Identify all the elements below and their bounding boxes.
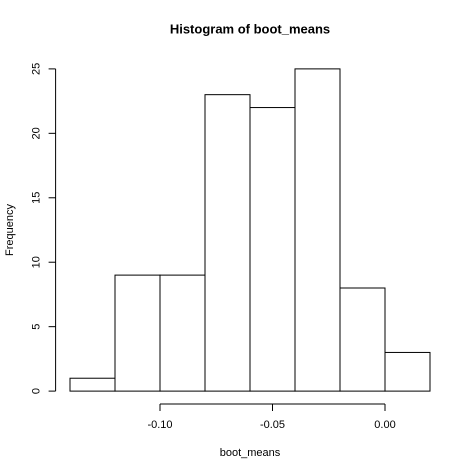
bar xyxy=(294,68,341,392)
y-tick-label: 25 xyxy=(31,63,43,75)
chart-title: Histogram of boot_means xyxy=(170,21,330,36)
x-tick-label: -0.05 xyxy=(260,419,285,431)
bar xyxy=(384,351,431,392)
bar xyxy=(204,94,251,392)
y-tick-label: 20 xyxy=(31,127,43,139)
bar xyxy=(114,274,161,392)
bar xyxy=(69,377,116,392)
y-tick-label: 5 xyxy=(31,324,43,330)
x-axis-label: boot_means xyxy=(220,447,281,459)
x-tick-label: 0.00 xyxy=(374,419,395,431)
y-tick-label: 15 xyxy=(31,192,43,204)
y-axis-label: Frequency xyxy=(4,204,16,256)
bar xyxy=(249,107,296,392)
x-tick-label: -0.10 xyxy=(147,419,172,431)
y-tick-label: 10 xyxy=(31,256,43,268)
y-tick-label: 0 xyxy=(31,388,43,394)
bar xyxy=(339,287,386,392)
bar xyxy=(159,274,206,392)
